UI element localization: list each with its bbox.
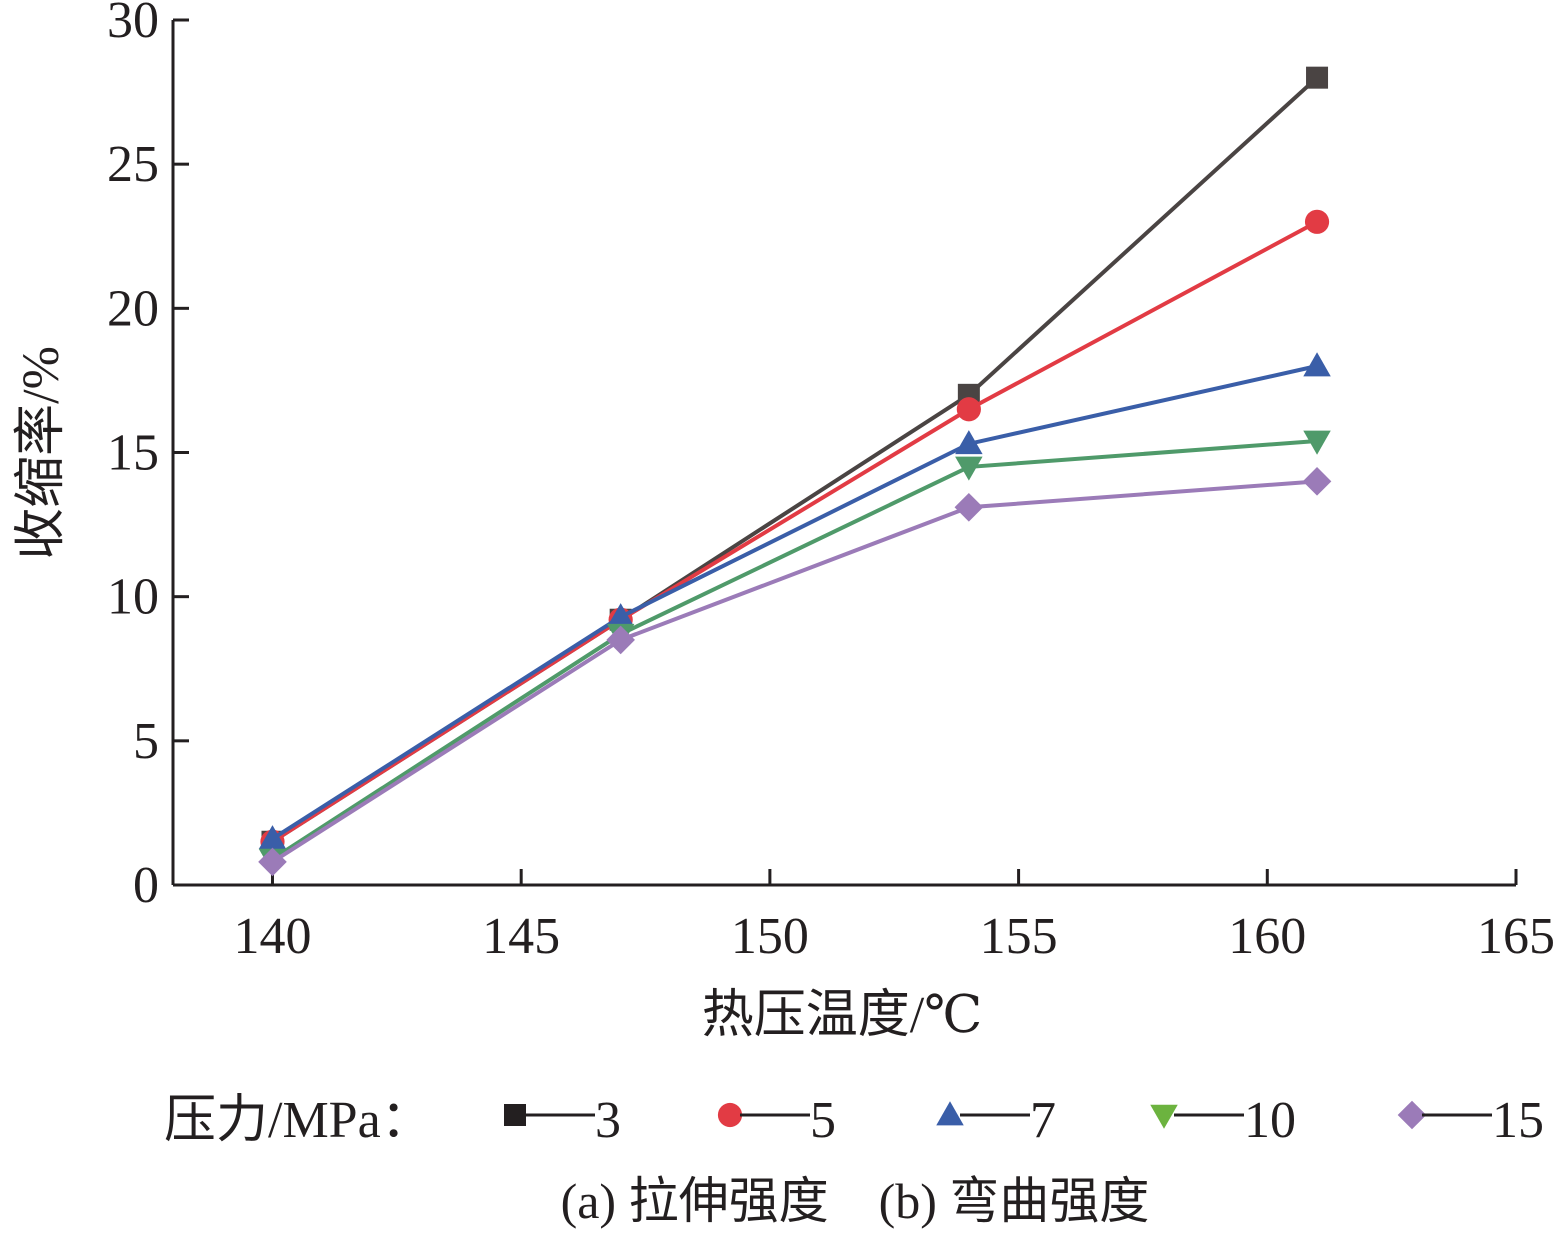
data-point-10 [955, 456, 983, 481]
axes: 0 5 10 15 20 25 30 140 145 150 155 160 165 [107, 0, 1555, 965]
legend: 压力/MPa： 3 5 7 10 15 [164, 1092, 1544, 1149]
legend-title: 压力/MPa： [164, 1092, 433, 1149]
y-tick-label: 25 [107, 136, 159, 193]
data-point-15 [606, 625, 635, 655]
x-tick-label: 145 [482, 908, 560, 965]
data-point-15 [1302, 467, 1332, 496]
data-point-3 [1306, 66, 1329, 89]
series-layer [258, 66, 1332, 877]
data-point-7 [1303, 352, 1331, 377]
y-tick-label: 30 [107, 0, 159, 49]
x-axis-title: 热压温度/℃ [702, 987, 983, 1044]
y-tick-label: 0 [133, 857, 159, 914]
data-point-10 [1303, 430, 1331, 455]
legend-label-7: 7 [1030, 1092, 1056, 1149]
data-point-15 [954, 492, 984, 522]
data-point-5 [956, 397, 981, 422]
data-point-5 [1304, 209, 1330, 234]
legend-marker-3 [504, 1104, 526, 1126]
legend-label-5: 5 [810, 1092, 836, 1149]
x-tick-label: 160 [1228, 908, 1306, 965]
legend-item-5: 5 [717, 1092, 836, 1149]
series-3 [261, 66, 1329, 853]
y-tick-label: 15 [107, 425, 159, 482]
series-line-10 [271, 438, 1318, 861]
data-point-7 [955, 430, 983, 455]
x-tick-label: 140 [233, 908, 311, 965]
legend-label-10: 10 [1244, 1092, 1296, 1149]
legend-item-7: 7 [936, 1092, 1056, 1149]
legend-item-15: 15 [1397, 1092, 1544, 1149]
series-line-7 [271, 364, 1318, 841]
figure-caption: (a) 拉伸强度 (b) 弯曲强度 [561, 1173, 1150, 1229]
y-tick-label: 5 [133, 713, 159, 770]
x-tick-label: 155 [980, 908, 1058, 965]
legend-item-3: 3 [504, 1092, 621, 1149]
y-axis-title: 收缩率/% [13, 346, 70, 560]
legend-label-3: 3 [595, 1092, 621, 1149]
series-10 [258, 430, 1331, 873]
data-point-7 [606, 603, 635, 628]
series-line-5 [271, 220, 1318, 844]
x-tick-label: 150 [731, 908, 809, 965]
legend-marker-10 [1150, 1104, 1178, 1129]
series-line-15 [271, 479, 1318, 864]
y-tick-label: 20 [107, 280, 159, 337]
legend-label-15: 15 [1492, 1092, 1544, 1149]
legend-item-10: 10 [1150, 1092, 1296, 1149]
data-point-7 [258, 825, 287, 850]
y-tick-label: 10 [107, 569, 159, 626]
series-15 [258, 467, 1332, 877]
legend-marker-7 [936, 1101, 964, 1126]
legend-marker-15 [1397, 1100, 1427, 1130]
series-7 [258, 352, 1331, 850]
x-tick-label: 165 [1477, 908, 1555, 965]
data-point-15 [258, 847, 287, 877]
legend-marker-5 [717, 1102, 743, 1128]
series-line-3 [271, 76, 1319, 844]
